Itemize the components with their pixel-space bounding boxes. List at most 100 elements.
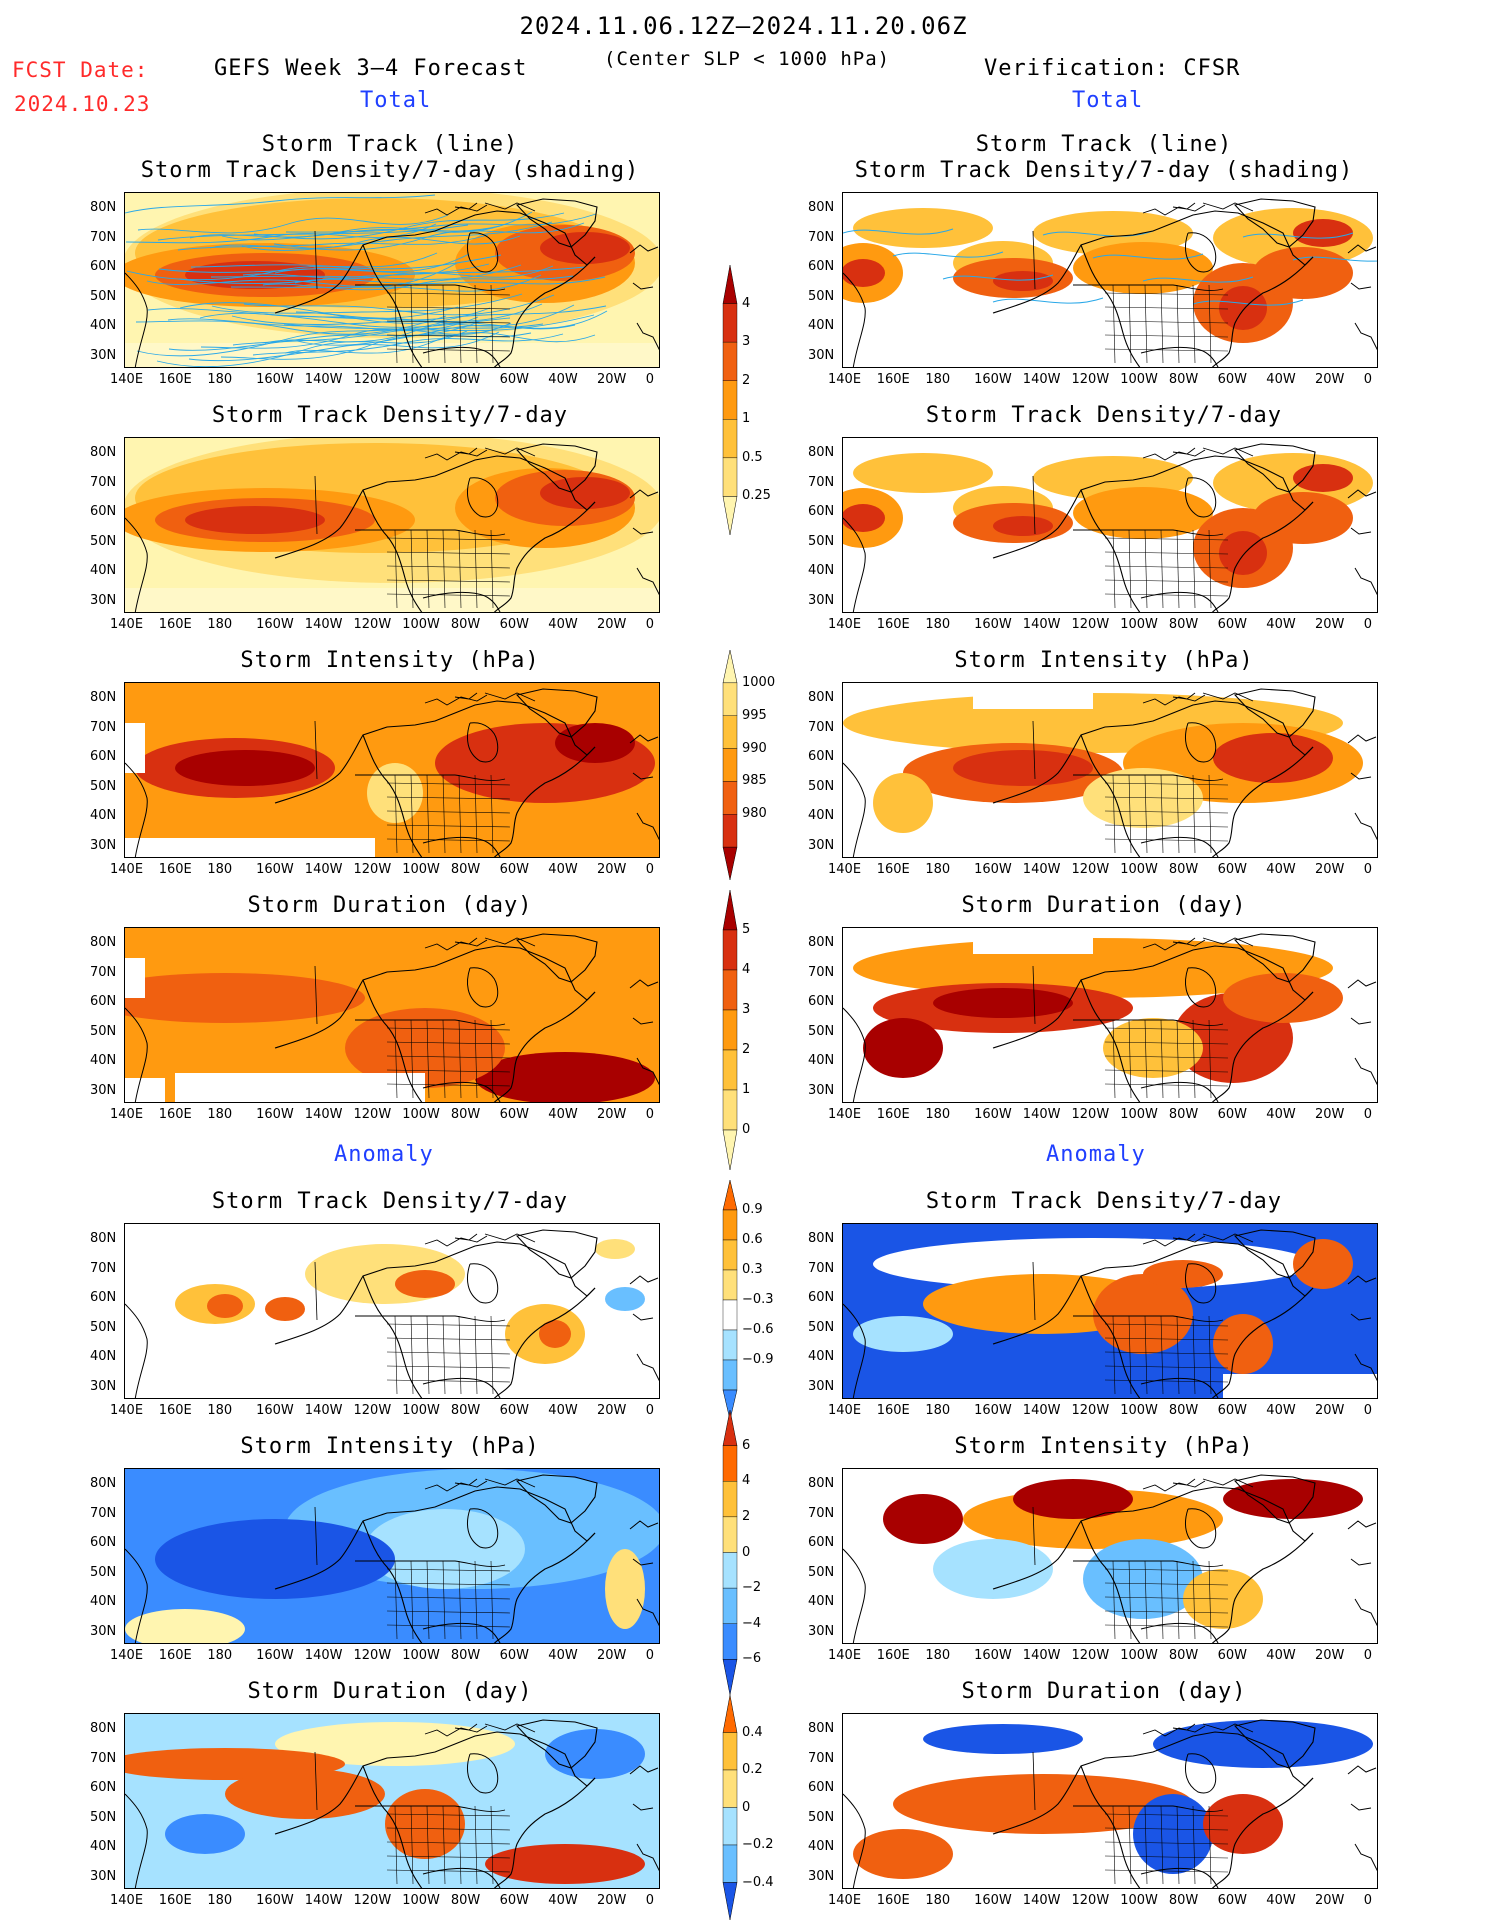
lon-tick-label: 160E bbox=[876, 1107, 910, 1122]
lon-tick-label: 100W bbox=[1120, 1403, 1158, 1418]
lat-tick-label: 60N bbox=[90, 1780, 117, 1795]
lon-tick-label: 60W bbox=[499, 372, 529, 387]
lon-tick-label: 120W bbox=[1071, 372, 1110, 387]
lon-tick-label: 180 bbox=[207, 862, 233, 877]
colorbar-tick-label: 985 bbox=[742, 773, 767, 789]
map-intensity-right bbox=[842, 682, 1378, 858]
lon-tick-label: 0 bbox=[645, 1403, 654, 1418]
lon-tick-label: 0 bbox=[1363, 1107, 1372, 1122]
colorbar-tick-label: 990 bbox=[742, 740, 767, 756]
lon-tick-label: 40W bbox=[1266, 1648, 1296, 1663]
lat-tick-label: 50N bbox=[90, 778, 117, 794]
lat-tick-label: 50N bbox=[808, 288, 835, 304]
lon-tick-label: 180 bbox=[207, 1648, 233, 1663]
lon-tick-label: 100W bbox=[402, 1893, 440, 1908]
lat-tick-label: 60N bbox=[808, 994, 835, 1009]
lon-tick-label: 140E bbox=[828, 1403, 862, 1418]
lon-tick-label: 80W bbox=[450, 372, 481, 387]
lat-tick-label: 40N bbox=[808, 1594, 835, 1609]
lat-tick-label: 80N bbox=[90, 445, 117, 460]
lon-tick-label: 180 bbox=[207, 617, 233, 632]
map-density-anom-left bbox=[124, 1223, 660, 1399]
colorbar-tick-label: 2 bbox=[742, 372, 751, 388]
lon-tick-label: 120W bbox=[353, 862, 392, 877]
colorbar-tick-label: 0.3 bbox=[742, 1262, 763, 1277]
lat-tick-label: 70N bbox=[808, 229, 835, 245]
lon-tick-label: 140W bbox=[304, 1107, 343, 1122]
lon-tick-label: 140E bbox=[828, 1107, 862, 1122]
lon-tick-label: 160E bbox=[876, 1893, 910, 1908]
lat-tick-label: 40N bbox=[90, 318, 117, 333]
lon-tick-label: 20W bbox=[1315, 1893, 1345, 1908]
lon-tick-label: 80W bbox=[450, 1403, 481, 1418]
panel-title-density-right: Storm Track Density/7-day bbox=[925, 403, 1283, 428]
lon-tick-label: 100W bbox=[1120, 1893, 1158, 1908]
colorbar-tick-label: −0.4 bbox=[742, 1874, 774, 1890]
lat-tick-label: 80N bbox=[90, 1721, 117, 1736]
lat-tick-label: 30N bbox=[90, 1623, 117, 1639]
lat-tick-label: 40N bbox=[808, 808, 835, 823]
lat-tick-label: 30N bbox=[808, 1082, 835, 1098]
lon-tick-label: 60W bbox=[499, 617, 529, 632]
lon-tick-label: 180 bbox=[207, 372, 233, 387]
map-duration-left bbox=[124, 927, 660, 1103]
lon-tick-label: 20W bbox=[597, 372, 627, 387]
lon-tick-label: 140W bbox=[1022, 372, 1061, 387]
lat-tick-label: 40N bbox=[90, 1349, 117, 1364]
colorbar-tick-label: 3 bbox=[742, 1002, 751, 1017]
lon-tick-label: 80W bbox=[450, 862, 481, 877]
lon-tick-label: 100W bbox=[402, 1107, 440, 1122]
lat-tick-label: 80N bbox=[808, 445, 835, 460]
lon-tick-label: 140E bbox=[110, 372, 144, 387]
lon-tick-label: 40W bbox=[548, 1403, 578, 1418]
panel-title-density-anom-left: Storm Track Density/7-day bbox=[211, 1189, 569, 1214]
lon-tick-label: 140W bbox=[304, 1403, 343, 1418]
lon-tick-label: 140W bbox=[304, 617, 343, 632]
lon-tick-label: 140E bbox=[110, 1107, 144, 1122]
lat-tick-label: 80N bbox=[90, 690, 117, 705]
section-anomaly-right: Anomaly bbox=[1046, 1142, 1146, 1167]
panel-title-duration-anom-right: Storm Duration (day) bbox=[961, 1679, 1247, 1704]
lon-tick-label: 80W bbox=[450, 617, 481, 632]
lon-tick-label: 160E bbox=[158, 372, 192, 387]
lon-tick-label: 160W bbox=[256, 1403, 294, 1418]
lat-tick-label: 80N bbox=[808, 690, 835, 705]
lat-tick-label: 60N bbox=[808, 259, 835, 274]
lat-tick-label: 30N bbox=[808, 1623, 835, 1639]
lat-tick-label: 80N bbox=[808, 1721, 835, 1736]
lon-tick-label: 160W bbox=[256, 1107, 294, 1122]
lat-tick-label: 70N bbox=[808, 964, 835, 980]
lon-tick-label: 180 bbox=[207, 1107, 233, 1122]
colorbar-tick-label: 0 bbox=[742, 1122, 751, 1137]
colorbar-tick-label: 4 bbox=[742, 1473, 751, 1489]
lat-tick-label: 70N bbox=[90, 474, 117, 490]
lon-tick-label: 100W bbox=[1120, 372, 1158, 387]
colorbar-tick-label: 980 bbox=[742, 806, 767, 822]
lon-tick-label: 120W bbox=[353, 372, 392, 387]
lat-tick-label: 70N bbox=[90, 1750, 117, 1766]
lon-tick-label: 60W bbox=[1217, 862, 1247, 877]
lon-tick-label: 180 bbox=[925, 1107, 951, 1122]
lon-tick-label: 60W bbox=[1217, 372, 1247, 387]
lon-tick-label: 160W bbox=[974, 1648, 1012, 1663]
lon-tick-label: 140W bbox=[1022, 1893, 1061, 1908]
lon-tick-label: 140W bbox=[304, 862, 343, 877]
lon-tick-label: 0 bbox=[645, 1648, 654, 1663]
map-density-left bbox=[124, 437, 660, 613]
lon-tick-label: 20W bbox=[1315, 1403, 1345, 1418]
lon-tick-label: 80W bbox=[1168, 617, 1199, 632]
lon-tick-label: 100W bbox=[1120, 1107, 1158, 1122]
lat-tick-label: 70N bbox=[808, 1505, 835, 1521]
verification-title: Verification: CFSR bbox=[984, 56, 1241, 81]
panel-title-intensity-anom-right: Storm Intensity (hPa) bbox=[954, 1434, 1254, 1459]
lon-tick-label: 80W bbox=[450, 1893, 481, 1908]
lon-tick-label: 40W bbox=[1266, 1893, 1296, 1908]
colorbar-tick-label: 0 bbox=[742, 1544, 751, 1560]
colorbar-tick-label: −2 bbox=[742, 1580, 762, 1596]
lat-tick-label: 50N bbox=[808, 1319, 835, 1335]
lon-tick-label: 20W bbox=[1315, 1648, 1345, 1663]
lon-tick-label: 100W bbox=[402, 1403, 440, 1418]
lon-tick-label: 40W bbox=[548, 1648, 578, 1663]
lon-tick-label: 160W bbox=[974, 617, 1012, 632]
lon-tick-label: 120W bbox=[353, 1648, 392, 1663]
